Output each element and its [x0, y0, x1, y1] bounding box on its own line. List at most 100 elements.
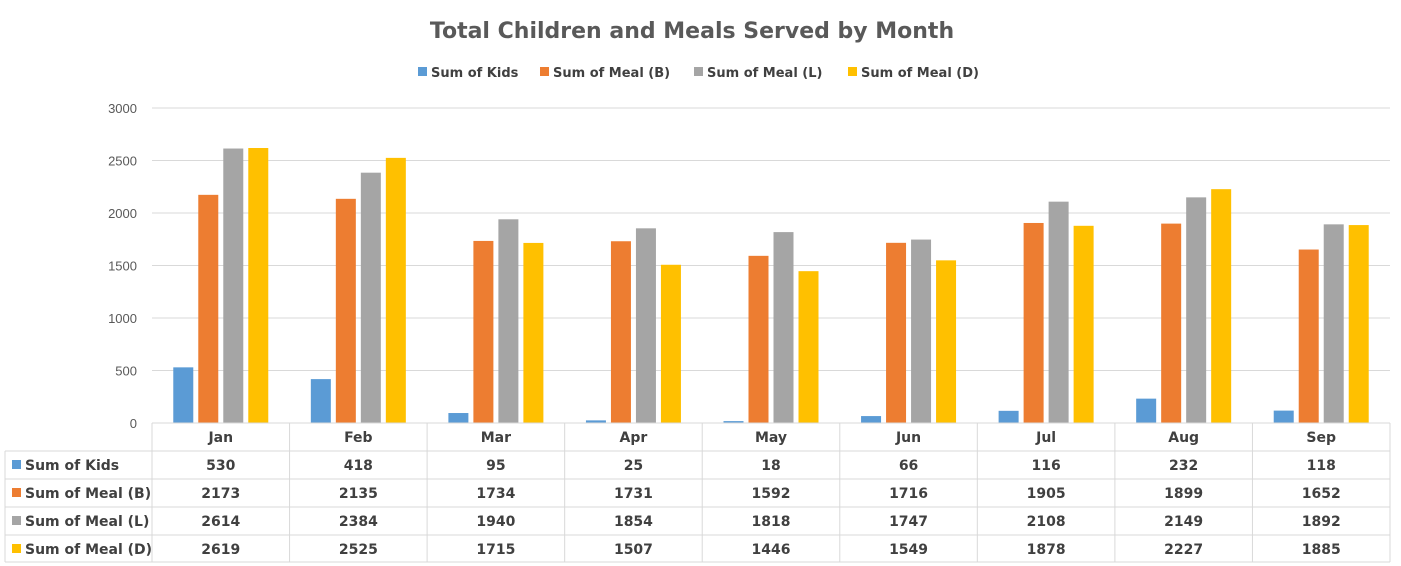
x-tick-label-feb: Feb [344, 430, 373, 446]
bar-may-series-4 [798, 271, 819, 423]
table-swatch-2 [12, 488, 21, 497]
table-cell: 2135 [339, 486, 378, 502]
legend-label-4: Sum of Meal (D) [861, 66, 979, 81]
data-table: Jan Feb Mar Apr May Jun Jul Aug Sep Sum of Kids 53… [4, 422, 1391, 563]
x-tick-label-sep: Sep [1306, 430, 1336, 446]
legend-swatch-2 [540, 67, 549, 76]
bar-jan-series-4 [248, 148, 269, 423]
table-cell: 1716 [889, 486, 928, 502]
x-tick-label-jan: Jan [207, 430, 233, 446]
bar-jan-series-2 [198, 194, 219, 423]
table-cell: 2525 [339, 542, 378, 558]
legend: Sum of Kids Sum of Meal (B) Sum of Meal (L… [418, 66, 979, 81]
y-axis: 0 500 1000 1500 2000 2500 3000 [108, 101, 137, 431]
x-tick-label-may: May [755, 430, 787, 446]
bar-feb-series-1 [310, 379, 331, 423]
bar-jun-series-2 [886, 242, 907, 423]
table-cell: 1715 [476, 542, 515, 558]
table-cell: 118 [1307, 458, 1336, 474]
table-cell: 1940 [476, 514, 515, 530]
table-swatch-1 [12, 460, 21, 469]
bar-may-series-2 [748, 255, 769, 423]
x-tick-label-jun: Jun [895, 430, 921, 446]
table-cell: 2619 [201, 542, 240, 558]
bar-jan-series-3 [223, 148, 244, 423]
table-cell: 2227 [1164, 542, 1203, 558]
x-tick-label-aug: Aug [1168, 430, 1199, 446]
table-row-label-4: Sum of Meal (D) [25, 542, 152, 558]
table-cell: 1652 [1302, 486, 1341, 502]
legend-label-3: Sum of Meal (L) [707, 66, 822, 81]
legend-label-2: Sum of Meal (B) [553, 66, 670, 81]
table-swatch-4 [12, 544, 21, 553]
table-cell: 418 [344, 458, 373, 474]
legend-swatch-4 [848, 67, 857, 76]
table-cell: 1592 [752, 486, 791, 502]
table-row-label-1: Sum of Kids [25, 458, 119, 474]
bar-sep-series-2 [1298, 249, 1319, 423]
table-cell: 2108 [1027, 514, 1066, 530]
table-cell: 1854 [614, 514, 653, 530]
table-cell: 25 [624, 458, 643, 474]
bar-sep-series-4 [1348, 225, 1369, 423]
bars [173, 148, 1369, 423]
table-cell: 1731 [614, 486, 653, 502]
bar-feb-series-4 [385, 157, 406, 423]
y-tick-label: 1000 [108, 311, 137, 326]
bar-jul-series-2 [1023, 222, 1044, 423]
bar-jul-series-4 [1073, 225, 1094, 423]
table-cell: 2384 [339, 514, 378, 530]
bar-sep-series-1 [1273, 410, 1294, 423]
table-row-label-2: Sum of Meal (B) [25, 486, 151, 502]
bar-feb-series-3 [360, 172, 381, 423]
table-cell: 1549 [889, 542, 928, 558]
legend-label-1: Sum of Kids [431, 66, 519, 81]
bar-mar-series-2 [473, 240, 494, 423]
table-cell: 2149 [1164, 514, 1203, 530]
table-cell: 1878 [1027, 542, 1066, 558]
bar-mar-series-3 [498, 219, 519, 423]
table-row-label-3: Sum of Meal (L) [25, 514, 149, 530]
y-tick-label: 500 [115, 364, 137, 379]
y-tick-label: 1500 [108, 259, 137, 274]
bar-apr-series-3 [635, 228, 656, 423]
bar-may-series-1 [723, 421, 744, 423]
chart-title: Total Children and Meals Served by Month [430, 19, 954, 44]
table-cell: 1734 [476, 486, 515, 502]
table-cell: 18 [761, 458, 780, 474]
table-cell: 1905 [1027, 486, 1066, 502]
bar-jul-series-1 [998, 410, 1019, 423]
y-tick-label: 0 [130, 416, 137, 431]
bar-jul-series-3 [1048, 201, 1069, 423]
bar-jun-series-3 [911, 239, 932, 423]
table-cell: 1747 [889, 514, 928, 530]
table-cell: 232 [1169, 458, 1198, 474]
x-tick-label-mar: Mar [481, 430, 511, 446]
table-cell: 1885 [1302, 542, 1341, 558]
bar-sep-series-3 [1323, 224, 1344, 423]
bar-aug-series-1 [1136, 398, 1157, 423]
bar-jan-series-1 [173, 367, 194, 423]
table-cell: 95 [486, 458, 505, 474]
y-tick-label: 2500 [108, 154, 137, 169]
table-cell: 2173 [201, 486, 240, 502]
y-tick-label: 3000 [108, 101, 137, 116]
table-cell: 530 [206, 458, 235, 474]
bar-aug-series-3 [1186, 197, 1207, 423]
bar-mar-series-1 [448, 413, 469, 423]
table-cell: 1899 [1164, 486, 1203, 502]
bar-feb-series-2 [335, 198, 356, 423]
table-cell: 2614 [201, 514, 240, 530]
legend-swatch-1 [418, 67, 427, 76]
bar-apr-series-2 [610, 241, 631, 423]
table-cell: 116 [1031, 458, 1060, 474]
gridlines [152, 107, 1390, 371]
bar-apr-series-4 [660, 264, 681, 423]
table-cell: 1446 [752, 542, 791, 558]
table-cell: 1818 [752, 514, 791, 530]
bar-apr-series-1 [585, 420, 606, 423]
bar-mar-series-4 [523, 242, 544, 423]
table-swatch-3 [12, 516, 21, 525]
bar-may-series-3 [773, 232, 794, 423]
